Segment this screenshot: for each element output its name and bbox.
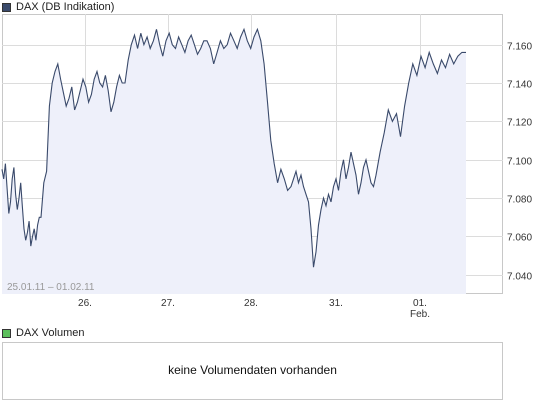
price-legend-label: DAX (DB Indikation) <box>16 1 115 13</box>
y-tick-label: 7.160 <box>507 42 532 53</box>
volume-legend-label: DAX Volumen <box>16 327 85 339</box>
y-tick-label: 7.080 <box>507 195 532 206</box>
x-tick-label: 01. <box>413 298 427 309</box>
volume-legend: DAX Volumen <box>2 326 84 340</box>
price-legend: DAX (DB Indikation) <box>2 0 114 14</box>
x-tick-label: 28. <box>244 298 258 309</box>
x-tick-label: 27. <box>161 298 175 309</box>
no-volume-message: keine Volumendaten vorhanden <box>168 363 337 377</box>
volume-panel: keine Volumendaten vorhanden <box>2 342 503 400</box>
y-tick-label: 7.140 <box>507 80 532 91</box>
price-line <box>1 27 466 268</box>
y-tick-label: 7.060 <box>507 233 532 244</box>
y-tick-label: 7.040 <box>507 272 532 283</box>
y-tick-label: 7.100 <box>507 157 532 168</box>
price-chart: 7.040 7.060 7.080 7.100 7.120 7.140 7.160 25.01… <box>1 14 532 320</box>
volume-legend-swatch <box>2 328 11 338</box>
x-tick-label: Feb. <box>410 309 430 320</box>
x-tick-label: 26. <box>78 298 92 309</box>
y-tick-label: 7.120 <box>507 118 532 129</box>
price-area-fill <box>2 29 466 295</box>
price-legend-swatch <box>2 2 11 12</box>
x-tick-label: 31. <box>329 298 343 309</box>
date-range-label: 25.01.11 – 01.02.11 <box>7 282 95 293</box>
